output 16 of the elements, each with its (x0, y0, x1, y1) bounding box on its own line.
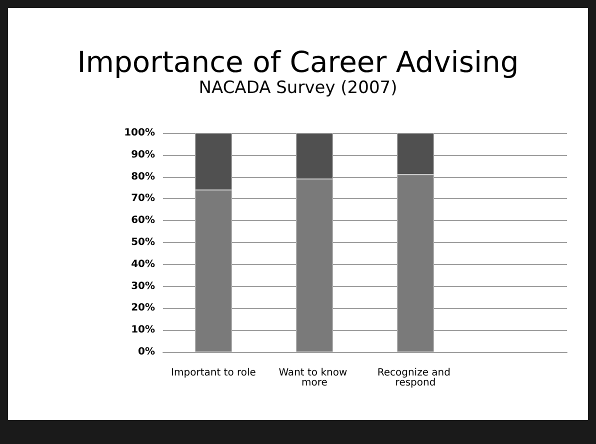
y-tick-label: 30% (131, 280, 155, 292)
y-tick-label: 40% (131, 258, 155, 270)
chart-title: Importance of Career Advising (76, 45, 520, 79)
chart-subtitle: NACADA Survey (2007) (198, 78, 398, 98)
y-tick-label: 10% (131, 324, 155, 336)
x-tick-label: Recognize and respond (377, 368, 454, 388)
x-tick-label: Important to role (171, 368, 256, 378)
y-tick-label: 60% (131, 215, 155, 226)
y-tick-label: 80% (131, 171, 155, 182)
y-tick-label: 70% (131, 193, 155, 204)
y-tick-label: 100% (124, 128, 155, 138)
y-tick-label: 50% (131, 237, 155, 248)
y-tick-label: 90% (131, 149, 155, 160)
y-tick-label: 20% (131, 302, 155, 314)
y-tick-label: 0% (138, 346, 155, 358)
x-tick-label: Want to know more (278, 368, 350, 388)
